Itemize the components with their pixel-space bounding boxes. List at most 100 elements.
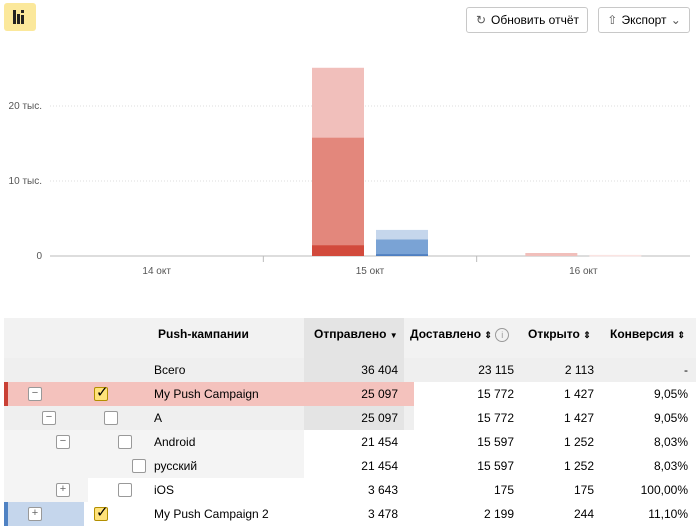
sent-column-bg [304,454,404,478]
header-conversion-label: Конверсия [610,327,675,341]
header-sent[interactable]: Отправлено ▼ [304,318,404,358]
row-opened: 244 [573,507,594,521]
row-checkbox[interactable] [94,503,109,521]
table-row[interactable]: − My Push Campaign 25 097 15 772 1 427 9,05% [4,382,696,406]
table-row[interactable]: + My Push Campaign 2 3 478 2 199 244 11,10% [4,502,696,526]
row-sent: 36 404 [361,363,398,377]
row-name: A [154,411,163,425]
info-icon[interactable]: i [495,328,510,342]
row-checkbox[interactable] [104,411,118,425]
row-opened: 2 113 [564,363,594,377]
upload-icon: ⇧ [607,13,618,27]
row-name: Android [154,435,196,449]
header-conversion[interactable]: Конверсия ⇕ [610,318,696,358]
x-tick-label: 15 окт [356,266,385,277]
header-opened[interactable]: Открыто ⇕ [528,318,608,358]
sent-column-bg [304,406,404,430]
refresh-icon: ↻ [475,13,487,27]
bar-segment[interactable] [312,137,364,256]
sort-icon: ⇕ [583,330,591,340]
chart-canvas: 0 10 тыс. 20 тыс. 14 окт 15 окт 16 окт [9,67,690,277]
expand-toggle[interactable]: − [28,387,42,401]
row-conversion: 9,05% [653,387,688,401]
row-delivered: 2 199 [483,507,514,521]
toolbar: ↻ Обновить отчёт ⇧ Экспорт ⌄ [0,0,696,40]
refresh-report-button[interactable]: ↻ Обновить отчёт [466,7,588,33]
row-sent: 21 454 [361,435,398,449]
row-name: My Push Campaign 2 [154,507,269,521]
sent-column-bg [304,502,404,526]
expand-toggle[interactable]: + [56,483,70,497]
header-delivered-label: Доставлено [410,327,482,341]
sent-column-bg [304,430,404,454]
table-header: Push-кампании Отправлено ▼ Доставлено ⇕ … [4,318,696,358]
y-tick-label: 20 тыс. [9,101,42,112]
row-opened: 1 427 [563,387,594,401]
sort-icon: ⇕ [677,330,686,340]
row-conversion: 11,10% [648,507,688,521]
row-sent: 3 643 [367,483,398,497]
x-tick-label: 16 окт [569,266,598,277]
row-highlight [4,502,84,526]
bar-segment[interactable] [376,254,428,256]
row-checkbox[interactable] [118,435,132,449]
header-delivered[interactable]: Доставлено ⇕ i [410,318,530,358]
row-conversion: - [684,363,688,377]
chart-type-button[interactable] [4,3,36,31]
row-delivered: 15 597 [477,459,514,473]
bar-segment[interactable] [525,253,578,256]
sent-column-bg [304,478,404,502]
expand-toggle[interactable]: + [28,507,42,521]
header-name[interactable]: Push-кампании [158,327,249,341]
chart: 0 10 тыс. 20 тыс. 14 окт 15 окт 16 окт [0,46,696,286]
bar-segment[interactable] [589,254,642,257]
row-checkbox[interactable] [118,483,132,497]
sort-desc-icon: ▼ [389,331,398,340]
row-sent: 25 097 [361,411,398,425]
row-delivered: 175 [493,483,514,497]
row-opened: 1 252 [563,435,594,449]
x-tick-label: 14 окт [142,266,171,277]
table-row[interactable]: − Android 21 454 15 597 1 252 8,03% [4,430,696,454]
row-delivered: 15 772 [477,411,514,425]
row-sent: 3 478 [367,507,398,521]
row-name: Всего [154,363,186,377]
row-highlight [4,478,88,502]
sent-column-bg [304,382,404,406]
row-delivered: 15 772 [477,387,514,401]
sent-column-bg [304,358,404,382]
row-opened: 1 252 [563,459,594,473]
row-opened: 1 427 [563,411,594,425]
table-row[interactable]: + iOS 3 643 175 175 100,00% [4,478,696,502]
export-label: Экспорт [621,13,667,27]
row-name: iOS [154,483,175,497]
series-color-marker [4,382,8,406]
series-color-marker [4,502,8,526]
bar-segment[interactable] [312,245,364,256]
export-button[interactable]: ⇧ Экспорт ⌄ [598,7,690,33]
table-row[interactable]: Всего 36 404 23 115 2 113 - [4,358,696,382]
row-opened: 175 [573,483,594,497]
table-row[interactable]: русский 21 454 15 597 1 252 8,03% [4,454,696,478]
table-row[interactable]: − A 25 097 15 772 1 427 9,05% [4,406,696,430]
row-sent: 25 097 [361,387,398,401]
row-name: русский [154,459,198,473]
y-tick-label: 0 [36,251,42,262]
y-tick-label: 10 тыс. [9,176,42,187]
campaigns-table: Push-кампании Отправлено ▼ Доставлено ⇕ … [4,318,696,528]
expand-toggle[interactable]: − [56,435,70,449]
row-conversion: 9,05% [653,411,688,425]
row-delivered: 15 597 [477,435,514,449]
row-checkbox[interactable] [132,459,146,473]
sort-icon: ⇕ [484,330,492,340]
header-opened-label: Открыто [528,327,580,341]
expand-toggle[interactable]: − [42,411,56,425]
row-conversion: 8,03% [653,435,688,449]
row-delivered: 23 115 [478,363,514,377]
row-checkbox[interactable] [94,383,109,401]
chevron-down-icon: ⌄ [670,13,681,27]
row-conversion: 100,00% [640,483,688,497]
bar-segment[interactable] [376,239,428,256]
row-sent: 21 454 [361,459,398,473]
bar-chart-icon [13,10,24,24]
